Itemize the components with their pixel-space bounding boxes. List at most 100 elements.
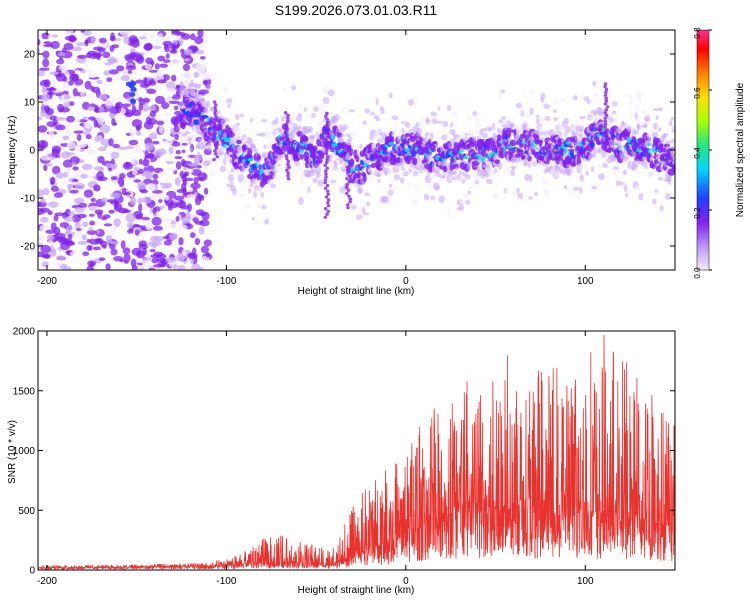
spectrogram-blob: [325, 212, 329, 216]
spectrogram-blob: [257, 159, 264, 167]
spectrogram-blob: [358, 188, 362, 194]
spectrogram-blob: [208, 139, 212, 146]
spectrogram-blob: [142, 98, 151, 103]
spectrogram-blob: [151, 257, 159, 264]
spectrogram-blob: [134, 146, 142, 154]
spectrogram-blob: [185, 127, 190, 131]
spectrogram-blob: [509, 169, 516, 176]
spectrogram-blob: [46, 234, 55, 241]
spectrogram-blob: [323, 163, 328, 167]
spectrogram-blob: [122, 247, 131, 255]
spectrogram-blob: [286, 159, 291, 164]
spectrogram-blob: [592, 80, 597, 87]
spectrogram-blob: [249, 118, 254, 123]
spectrogram-blob: [322, 97, 330, 104]
spectrogram-blob: [274, 117, 279, 125]
spectrogram-blob: [291, 85, 297, 91]
spectrogram-blob: [38, 125, 48, 133]
spectrogram-blob: [119, 30, 130, 36]
spectrogram-blob: [164, 44, 170, 53]
spectrogram-blob: [302, 135, 309, 142]
spectrogram-blob: [157, 261, 168, 268]
spectrogram-blob: [597, 107, 604, 111]
spectrogram-blob: [359, 143, 363, 149]
spectrogram-blob: [375, 131, 379, 135]
spectrogram-blob: [298, 196, 304, 205]
spectrogram-blob: [303, 107, 308, 112]
spectrogram-blob: [603, 116, 607, 120]
spectrogram-blob: [459, 199, 464, 205]
spectrogram-blob: [88, 116, 96, 121]
spectrogram-blob: [145, 116, 152, 125]
spectrogram-blob: [474, 112, 481, 117]
spectrogram-blob: [341, 124, 349, 130]
spectrogram-blob: [203, 239, 212, 247]
spectrogram-blob: [604, 113, 609, 117]
spectrogram-blob: [671, 166, 675, 172]
spectrogram-blob: [324, 160, 329, 165]
spectrogram-blob: [163, 138, 174, 145]
spectrogram-blob: [106, 77, 113, 83]
spectrogram-blob: [81, 234, 87, 241]
spectrogram-blob: [604, 90, 608, 94]
spectrogram-blob: [202, 108, 209, 115]
spectrogram-blob: [113, 256, 123, 262]
spectrogram-blob: [603, 145, 608, 149]
spectrogram-blob: [165, 160, 175, 165]
spectrogram-blob: [561, 139, 565, 143]
spectrogram-blob: [138, 203, 143, 213]
spectrogram-blob: [69, 189, 79, 194]
spectrogram-blob: [354, 184, 362, 188]
spectrogram-blob: [430, 195, 436, 200]
spectrogram-blob: [643, 122, 648, 129]
spectrogram-blob: [446, 105, 452, 111]
spectrogram-blob: [158, 199, 163, 203]
spectrogram-blob: [284, 122, 289, 126]
spectrogram-blob: [582, 135, 587, 139]
spectrogram-blob: [329, 179, 337, 184]
spectrogram-blob: [50, 176, 55, 185]
spectrogram-blob: [190, 80, 195, 84]
spectrogram-blob: [604, 131, 608, 135]
spectrogram-blob: [375, 97, 379, 106]
spectrogram-blob: [529, 90, 535, 95]
spectrogram-blob: [654, 189, 659, 193]
spectrogram-blob: [657, 127, 662, 132]
spectrogram-blob: [635, 91, 643, 98]
spectrogram-blob: [430, 111, 438, 117]
spectrogram-blob: [42, 50, 50, 59]
spectrogram-blob: [497, 127, 502, 134]
spectrogram-blob: [659, 205, 664, 212]
spectrogram-blob: [226, 118, 230, 126]
spectrogram-blob: [348, 200, 353, 204]
spectrogram-blob: [239, 193, 244, 198]
spectrogram-blob: [232, 187, 237, 196]
spectrogram-blob: [141, 196, 152, 204]
x-tick-label: 100: [577, 576, 594, 587]
spectrogram-blob: [382, 196, 390, 204]
spectrogram-blob: [143, 121, 154, 130]
spectrogram-blob: [187, 141, 192, 145]
spectrogram-blob: [331, 134, 336, 140]
spectrogram-blob: [451, 132, 456, 136]
spectrogram-blob: [132, 53, 144, 62]
spectrogram-blob: [388, 183, 393, 188]
spectrogram-blob: [126, 222, 134, 229]
spectrogram-blob: [136, 126, 141, 132]
spectrogram-blob: [503, 168, 510, 176]
spectrogram-blob: [442, 120, 449, 128]
spectrogram-blob: [194, 196, 202, 206]
spectrogram-blob: [154, 193, 164, 200]
y-tick-label: 10: [24, 98, 36, 109]
spectrogram-blob: [436, 120, 443, 124]
spectrogram-blob: [316, 158, 323, 164]
spectrogram-blob: [591, 185, 598, 190]
spectrogram-blob: [386, 169, 391, 177]
spectrogram-blob: [93, 46, 104, 51]
spectrogram-blob: [298, 104, 304, 112]
spectrogram-blob: [171, 141, 181, 147]
spectrogram-blob: [336, 131, 343, 138]
spectrogram-blob: [138, 267, 145, 270]
spectrogram-blob: [98, 37, 107, 44]
